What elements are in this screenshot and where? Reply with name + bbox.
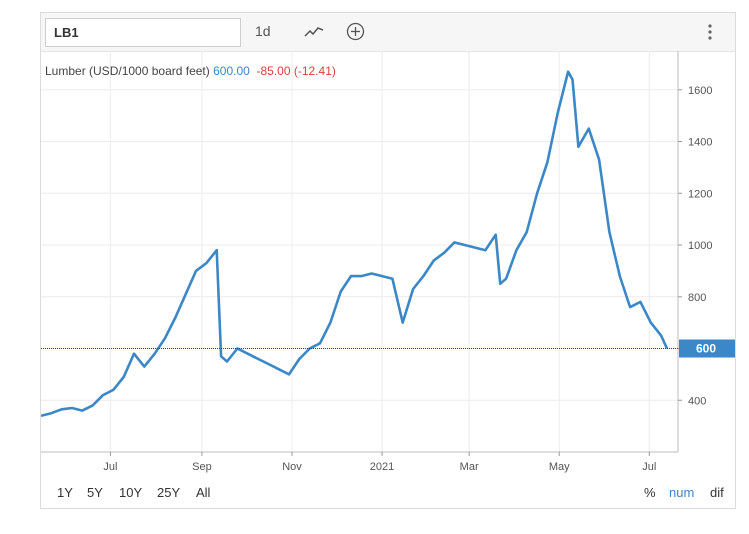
- current-value-tag: [679, 339, 735, 358]
- x-tick-label: Jul: [103, 461, 117, 473]
- y-tick-label: 1000: [688, 240, 712, 252]
- add-circle-icon[interactable]: [346, 22, 365, 46]
- x-axis-ticks: Jul Sep Nov 2021 Mar May Jul: [103, 452, 656, 473]
- legend-name: Lumber (USD/1000 board feet): [45, 64, 210, 78]
- current-value-layer: 600: [41, 339, 735, 358]
- chart-widget: 1d Jul Sep Nov 2021 Mar May Jul 400 600 800 1000 1…: [40, 12, 736, 509]
- series-line: [41, 70, 669, 418]
- current-value-label: 600: [696, 342, 716, 356]
- trend-line-icon[interactable]: [303, 24, 325, 45]
- x-tick-label: Jul: [642, 461, 656, 473]
- range-button-10y[interactable]: 10Y: [119, 485, 143, 500]
- x-tick-label: May: [549, 461, 570, 473]
- range-button-all[interactable]: All: [196, 485, 211, 500]
- price-chart: Jul Sep Nov 2021 Mar May Jul 400 600 800 1000 1200…: [41, 51, 735, 473]
- range-button-5y[interactable]: 5Y: [87, 485, 103, 500]
- x-tick-label: 2021: [370, 461, 394, 473]
- y-tick-label: 1400: [688, 137, 712, 149]
- range-button-1y[interactable]: 1Y: [57, 485, 73, 500]
- legend-change: -85.00 (-12.41): [256, 64, 336, 78]
- series-layer: [41, 70, 669, 418]
- range-button-25y[interactable]: 25Y: [157, 485, 181, 500]
- toolbar: 1d: [41, 13, 735, 52]
- x-tick-label: Nov: [282, 461, 302, 473]
- symbol-input[interactable]: [45, 18, 241, 47]
- x-tick-label: Sep: [192, 461, 212, 473]
- scale-dif-button[interactable]: dif: [710, 485, 724, 500]
- y-axis-ticks: 4006008001000120014001600: [678, 85, 712, 407]
- x-tick-label: Mar: [460, 461, 479, 473]
- period-button[interactable]: 1d: [255, 23, 271, 39]
- y-tick-label: 400: [688, 395, 706, 407]
- scale-num-button[interactable]: num: [669, 485, 695, 500]
- scale-percent-button[interactable]: %: [644, 485, 656, 500]
- legend-price: 600.00: [213, 64, 250, 78]
- legend: Lumber (USD/1000 board feet) 600.00 -85.…: [45, 64, 336, 78]
- y-tick-label: 1200: [688, 188, 712, 200]
- y-tick-label: 800: [688, 292, 706, 304]
- y-tick-label: 1600: [688, 85, 712, 97]
- vertical-dots-icon[interactable]: [707, 23, 713, 46]
- chart-grid: [41, 51, 679, 453]
